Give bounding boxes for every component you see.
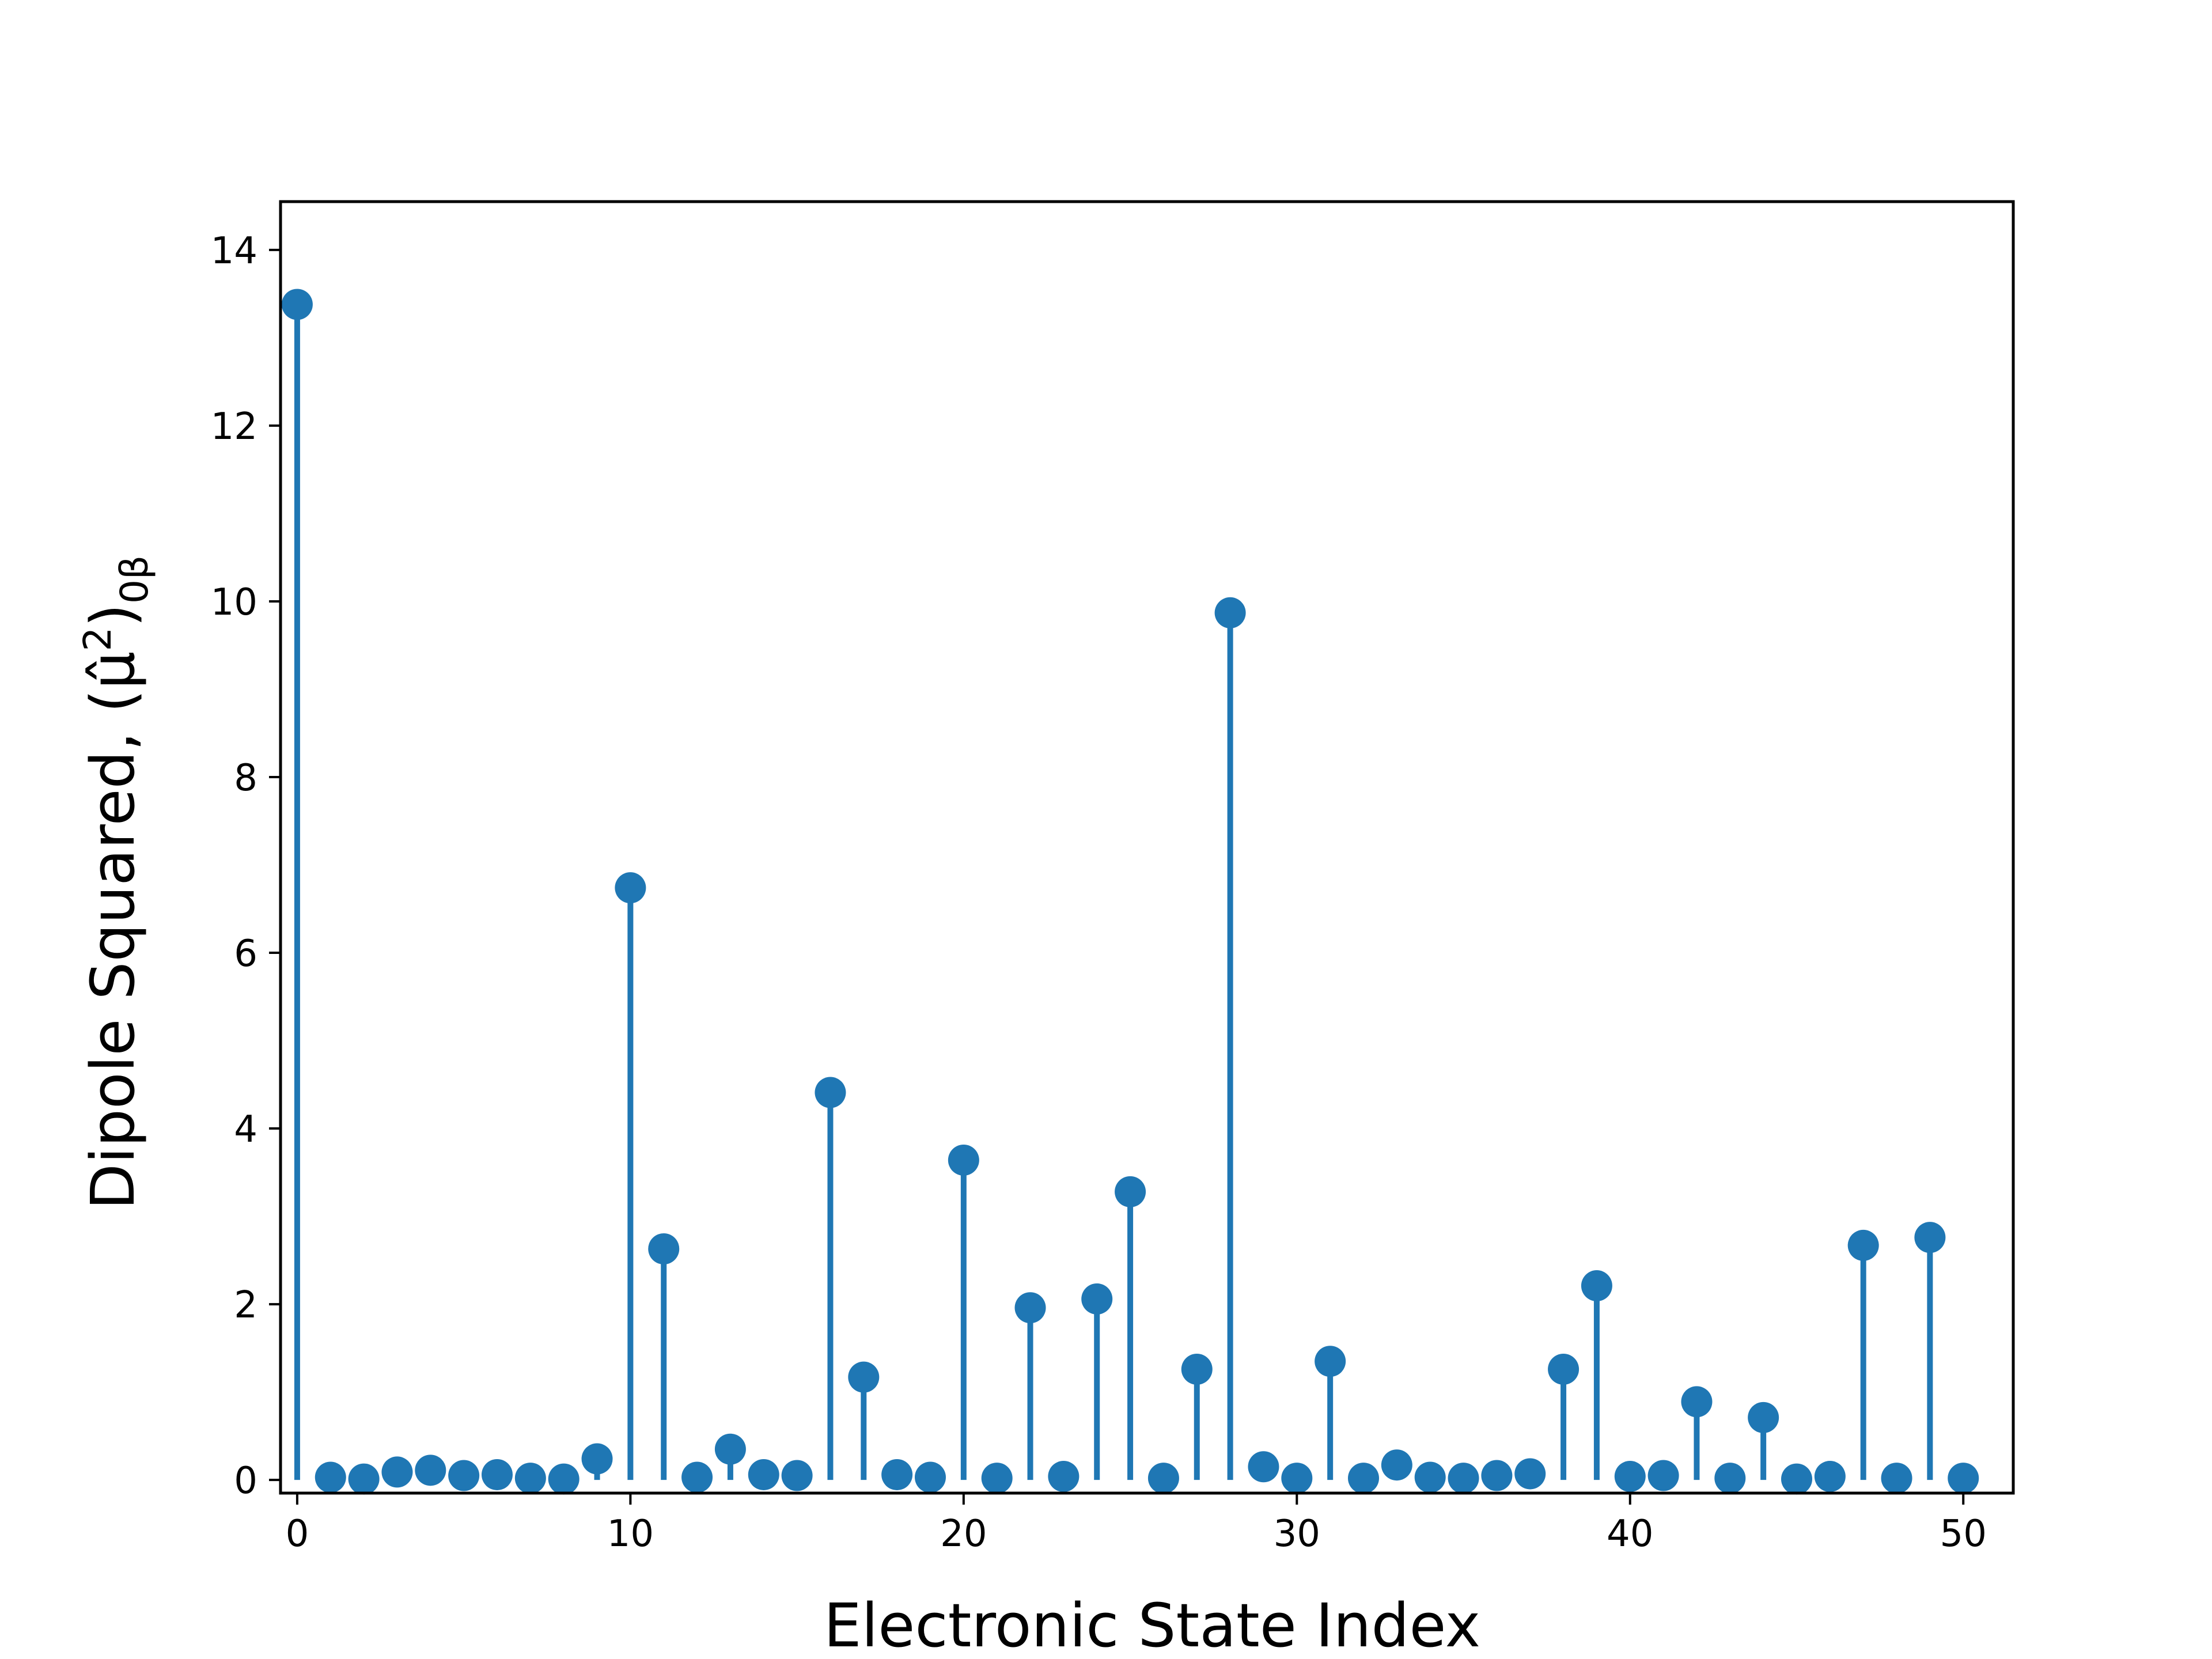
y-axis-label: Dipole Squared, (μ̂2)0β [75, 555, 157, 1210]
stem-marker [1315, 1346, 1346, 1377]
stem-marker [1781, 1464, 1812, 1495]
stem-marker [1714, 1463, 1745, 1494]
stem-marker [582, 1444, 613, 1475]
stem-marker [1181, 1354, 1213, 1385]
stem-marker [1581, 1270, 1612, 1301]
y-axis-label-close: ) [78, 604, 148, 627]
axes: 0 10 20 30 40 50 0 2 4 6 8 10 12 14 [211, 202, 2013, 1555]
stem-marker [1415, 1462, 1446, 1493]
stem-marker [1448, 1463, 1479, 1494]
y-axis-label-sub: 0β [112, 555, 157, 604]
data-marks [282, 289, 1979, 1494]
stem-marker [1381, 1449, 1412, 1480]
stem-marker [948, 1145, 979, 1176]
stem-marker [1615, 1461, 1646, 1492]
y-tick-label: 10 [211, 581, 257, 624]
stem-marker [982, 1463, 1013, 1494]
stem-marker [848, 1362, 879, 1393]
stem-marker [315, 1462, 346, 1493]
stem-marker [1348, 1463, 1379, 1494]
stem-marker [448, 1460, 479, 1491]
stem-marker [815, 1077, 846, 1108]
y-axis-label-sup: 2 [75, 627, 120, 652]
y-tick-label: 8 [234, 757, 257, 800]
stem-marker [548, 1464, 579, 1495]
stem-marker [915, 1462, 946, 1493]
stem-marker [1648, 1460, 1679, 1491]
stem-marker [1281, 1463, 1312, 1494]
stem-marker [1248, 1451, 1279, 1482]
stem-marker [1548, 1354, 1579, 1385]
y-axis-label-symbol: μ̂ [78, 652, 148, 690]
stem-marker [1081, 1283, 1112, 1315]
stem-marker [1815, 1461, 1846, 1492]
stem-marker [1681, 1386, 1712, 1417]
stem-marker [1015, 1292, 1046, 1323]
x-tick-label: 30 [1274, 1513, 1320, 1555]
y-tick-label: 14 [211, 230, 257, 272]
x-tick-label: 40 [1607, 1513, 1653, 1555]
plot-frame [281, 202, 2013, 1493]
stem-marker [515, 1463, 546, 1494]
stem-marker [1215, 597, 1246, 628]
stem-marker [381, 1456, 412, 1487]
stem-marker [681, 1462, 713, 1493]
stem-marker [881, 1459, 912, 1490]
stem-marker [782, 1460, 813, 1491]
x-tick-label: 50 [1940, 1513, 1987, 1555]
y-tick-label: 6 [234, 933, 257, 975]
stem-marker [349, 1464, 380, 1495]
stem-marker [1748, 1402, 1779, 1433]
stem-marker [1115, 1176, 1146, 1207]
stem-marker [715, 1434, 746, 1465]
stem-marker [1481, 1460, 1512, 1491]
stem-marker [1948, 1463, 1979, 1494]
x-tick-label: 20 [940, 1513, 987, 1555]
stem-marker [615, 872, 646, 903]
stem-marker [1514, 1458, 1546, 1489]
stem-marker [1881, 1463, 1912, 1494]
stem-marker [648, 1233, 679, 1264]
stem-marker [1914, 1222, 1945, 1253]
stem-marker [748, 1459, 779, 1490]
stem-marker [1048, 1461, 1079, 1492]
y-tick-label: 0 [234, 1460, 257, 1502]
y-tick-label: 2 [234, 1284, 257, 1327]
y-tick-label: 12 [211, 406, 257, 448]
stem-marker [482, 1459, 513, 1490]
y-axis-label-prefix: Dipole Squared, ( [78, 690, 148, 1210]
stem-marker [415, 1455, 446, 1486]
x-tick-label: 0 [286, 1513, 309, 1555]
stem-marker [1148, 1463, 1179, 1494]
stem-marker [282, 289, 313, 320]
x-axis-label: Electronic State Index [824, 1590, 1480, 1659]
x-tick-label: 10 [607, 1513, 654, 1555]
y-tick-label: 4 [234, 1108, 257, 1151]
stem-marker [1848, 1230, 1879, 1261]
